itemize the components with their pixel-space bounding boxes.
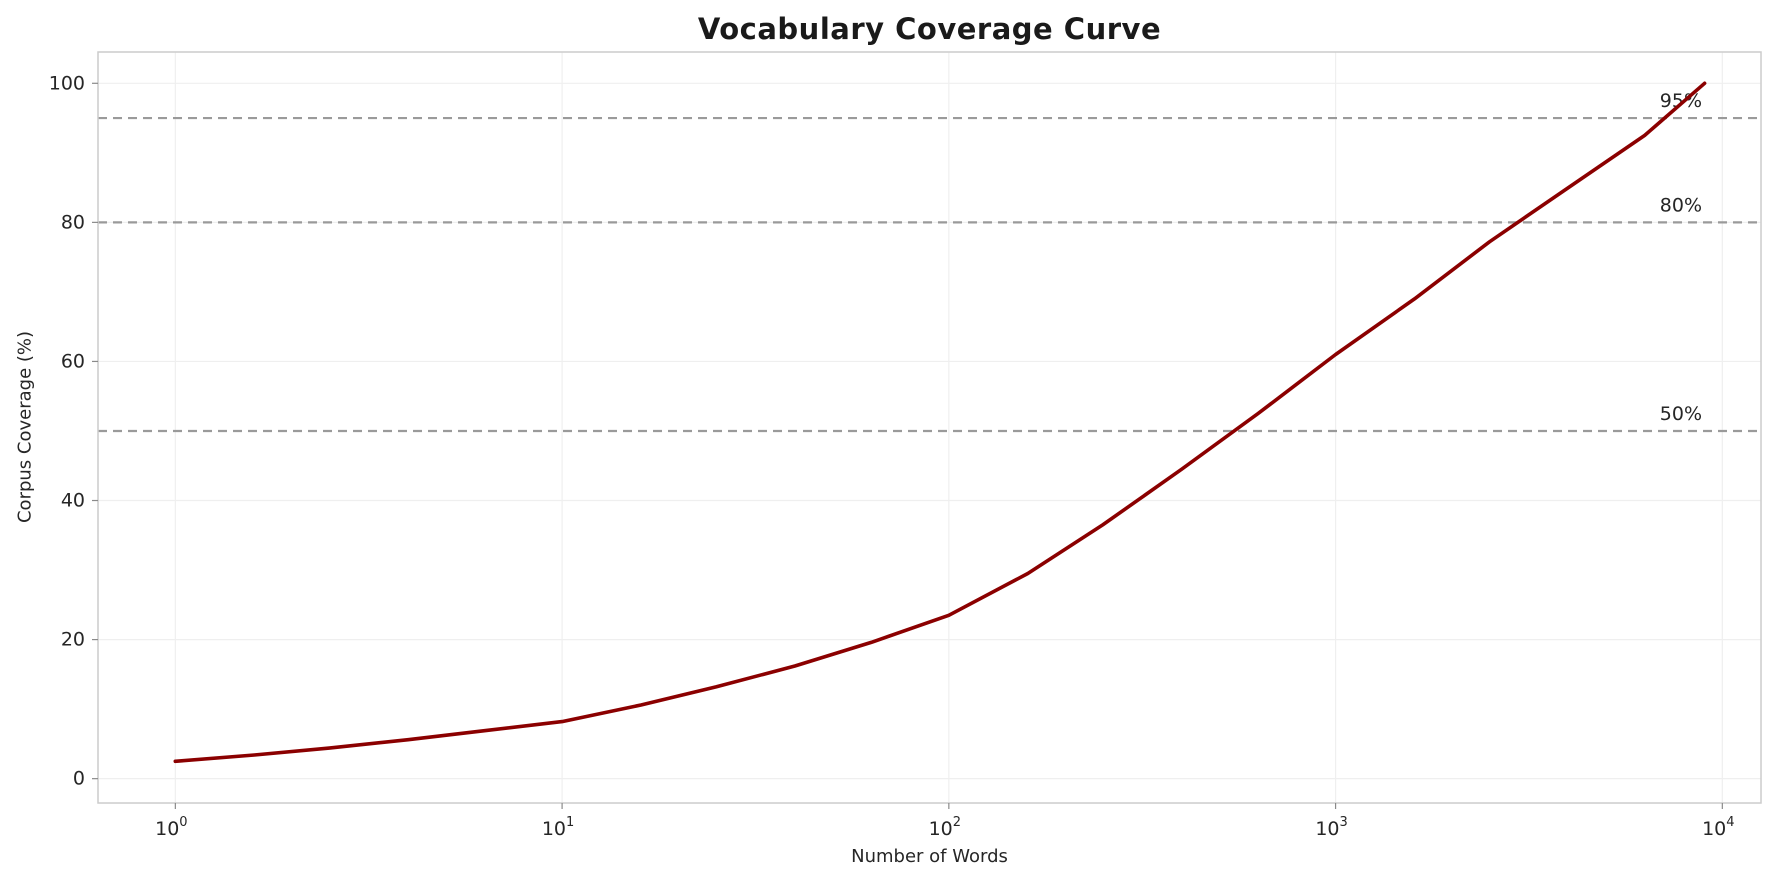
coverage-curve — [173, 81, 1707, 764]
y-tick-label: 20 — [61, 629, 85, 651]
reference-line-label: 50% — [1660, 403, 1702, 425]
chart-title: Vocabulary Coverage Curve — [697, 12, 1162, 46]
x-tick-label: 104 — [1702, 815, 1734, 840]
reference-lines: 50%80%95% — [98, 90, 1761, 433]
x-tick-labels: 100 101 102 103 104 — [155, 803, 1735, 840]
x-axis-label: Number of Words — [851, 846, 1008, 867]
y-tick-label: 100 — [49, 72, 85, 94]
y-tick-label: 0 — [73, 768, 85, 790]
x-tick-label: 100 — [155, 815, 187, 840]
y-tick-label: 60 — [61, 350, 85, 372]
x-tick-label: 101 — [542, 815, 574, 840]
x-tick-label: 102 — [929, 815, 961, 840]
y-tick-label: 80 — [61, 211, 85, 233]
y-tick-label: 40 — [61, 490, 85, 512]
reference-line-label: 80% — [1660, 194, 1702, 216]
y-tick-labels: 0 20 40 60 80 100 — [49, 72, 98, 790]
plot-frame — [97, 51, 1762, 804]
y-axis-label: Corpus Coverage (%) — [14, 330, 36, 524]
gridlines — [98, 52, 1761, 803]
x-tick-label: 103 — [1315, 815, 1347, 840]
